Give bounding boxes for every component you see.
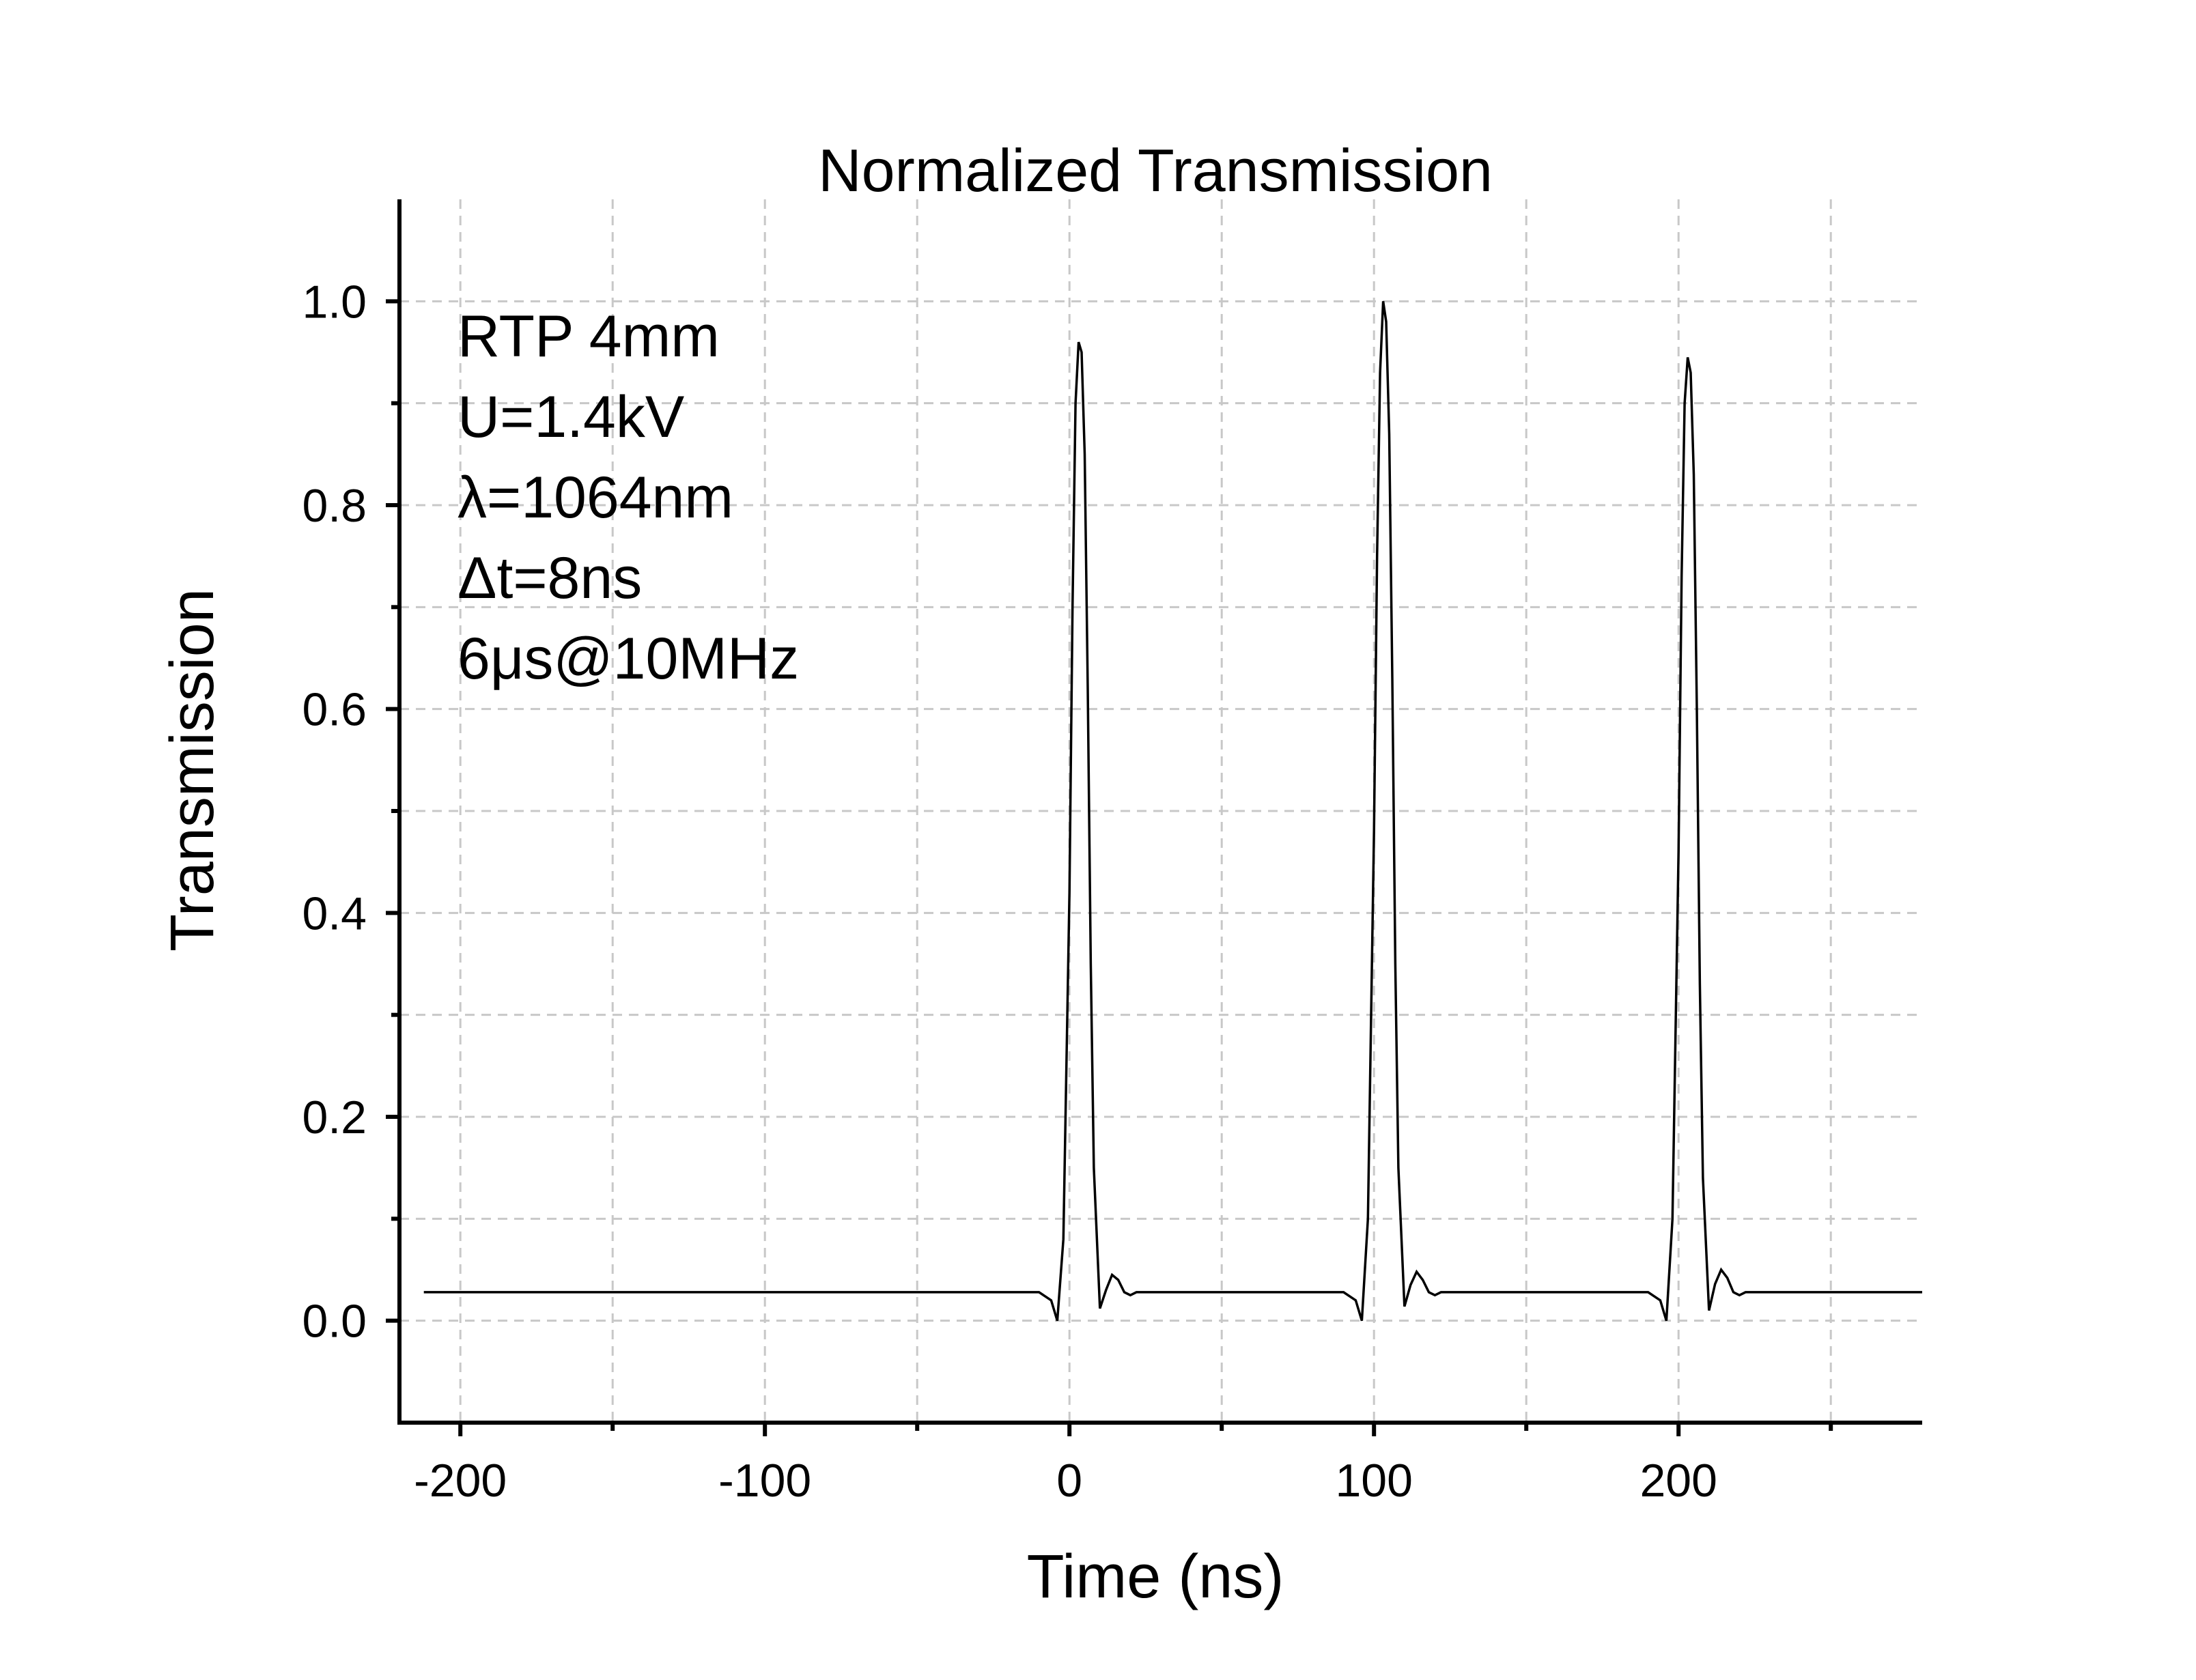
x-tick-label: 0 [1056,1455,1082,1507]
annotation-crystal: RTP 4mm [458,304,720,369]
annotation-wavelength: λ=1064nm [458,465,733,530]
annotation-voltage: U=1.4kV [458,384,684,450]
y-tick-label: 0.6 [302,684,367,736]
y-tick-label: 1.0 [302,276,367,328]
annotation-repetition: 6μs@10MHz [458,626,799,692]
y-tick-label: 0.0 [302,1296,367,1348]
y-tick-label: 0.4 [302,887,367,939]
y-tick-label: 0.2 [302,1092,367,1143]
series-line [423,301,1922,1322]
annotation-block: RTP 4mm U=1.4kV λ=1064nm Δt=8ns 6μs@10MH… [458,304,799,692]
y-axis-title: Transmission [158,588,227,952]
axis-ticks [386,299,1833,1436]
tick-labels: -200 -100 0 100 200 0.0 0.2 0.4 0.6 0.8 1.0 [302,276,1717,1507]
x-tick-label: -200 [414,1455,507,1507]
x-axis-title: Time (ns) [1027,1543,1284,1611]
x-tick-label: 200 [1639,1455,1717,1507]
grid-lines [399,199,1922,1423]
y-tick-label: 0.8 [302,480,367,532]
annotation-delta-t: Δt=8ns [458,545,642,611]
x-tick-label: -100 [718,1455,811,1507]
chart-title: Normalized Transmission [818,137,1493,204]
x-tick-label: 100 [1335,1455,1412,1507]
series-layer [423,301,1922,1322]
